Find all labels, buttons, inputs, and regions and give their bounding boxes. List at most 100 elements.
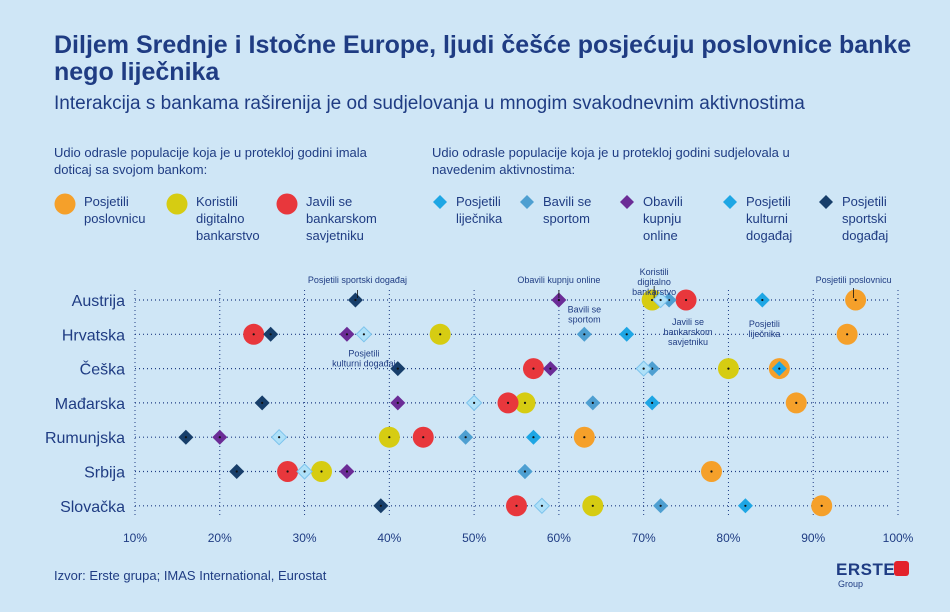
legend-label: Posjetili kulturni događaj xyxy=(746,194,793,243)
point-center-digital xyxy=(591,504,594,507)
point-center-branch xyxy=(820,504,823,507)
x-tick-label: 10% xyxy=(123,531,147,545)
legend-marker-shopping xyxy=(620,195,634,209)
point-center-advisor xyxy=(252,333,255,336)
legend-marker-doctor xyxy=(433,195,447,209)
point-center-sport xyxy=(583,333,586,336)
point-center-sportevent xyxy=(235,470,238,473)
point-center-branch xyxy=(854,298,857,302)
point-center-shopping xyxy=(345,470,349,473)
point-center-sport xyxy=(659,504,662,507)
point-center-advisor xyxy=(506,401,510,404)
country-label: Rumunjska xyxy=(45,430,125,447)
point-center-sportevent xyxy=(261,401,264,404)
point-center-doctor xyxy=(651,401,654,404)
point-center-culture xyxy=(362,333,365,336)
activity-legend-heading: Udio odrasle populacije koja je u protek… xyxy=(432,145,790,177)
annotation-culture: Posjetili kulturni događaj xyxy=(332,348,396,368)
point-center-culture xyxy=(473,401,476,404)
legend-item-sportevent: Posjetili sportski događaj xyxy=(818,193,904,244)
legend-marker-branch xyxy=(54,193,76,215)
x-tick-label: 70% xyxy=(632,531,656,545)
point-center-shopping xyxy=(396,401,399,404)
point-center-digital xyxy=(439,333,442,336)
legend-item-advisor: Javili se bankarskom savjetniku xyxy=(276,193,386,244)
point-center-digital xyxy=(523,401,527,404)
legend-item-digital: Koristili digitalno bankarstvo xyxy=(166,193,276,244)
point-center-sportevent xyxy=(379,504,382,507)
point-center-culture xyxy=(540,504,544,507)
point-center-doctor xyxy=(744,504,747,507)
legend-item-shopping: Obavili kupnju online xyxy=(619,193,703,244)
country-label: Hrvatska xyxy=(62,327,125,344)
legend-label: Koristili digitalno bankarstvo xyxy=(196,194,260,243)
point-center-shopping xyxy=(218,436,221,439)
annotation-digital: Koristili digitalno bankarstvo xyxy=(632,267,676,297)
country-label: Mađarska xyxy=(55,396,125,413)
x-tick-label: 60% xyxy=(547,531,571,545)
legend-marker-culture xyxy=(723,195,737,209)
point-center-doctor xyxy=(778,367,781,370)
point-center-advisor xyxy=(532,367,535,370)
country-label: Slovačka xyxy=(60,499,125,516)
point-center-sportevent xyxy=(396,367,399,370)
legend-item-branch: Posjetili poslovnicu xyxy=(54,193,164,227)
legend-item-culture: Posjetili kulturni događaj xyxy=(722,193,808,244)
erste-logo: ERSTE Group xyxy=(836,560,916,594)
point-center-shopping xyxy=(345,333,349,336)
annotation-sportevent: Posjetili sportski događaj xyxy=(308,275,407,285)
bank-legend-heading: Udio odrasle populacije koja je u protek… xyxy=(54,145,367,177)
legend-item-sport: Bavili se sportom xyxy=(519,193,605,227)
point-center-doctor xyxy=(761,298,764,302)
point-center-sportevent xyxy=(184,436,187,439)
point-center-branch xyxy=(710,470,713,473)
point-center-culture xyxy=(659,298,662,302)
country-label: Češka xyxy=(80,360,125,379)
point-center-sport xyxy=(464,436,467,439)
logo-mark-icon xyxy=(894,561,909,576)
legend-label: Bavili se sportom xyxy=(543,194,592,226)
chart-subtitle: Interakcija s bankama raširenija je od s… xyxy=(54,93,805,114)
legend-marker-sportevent xyxy=(819,195,833,209)
point-center-sportevent xyxy=(354,298,357,302)
x-tick-label: 90% xyxy=(801,531,825,545)
point-center-digital xyxy=(651,298,654,302)
point-center-doctor xyxy=(625,333,628,336)
point-center-culture xyxy=(642,367,645,370)
point-center-sport xyxy=(668,298,671,302)
point-center-digital xyxy=(320,470,323,473)
point-center-advisor xyxy=(684,298,688,302)
logo-word: ERSTE xyxy=(836,560,896,579)
point-center-culture xyxy=(303,470,306,473)
x-tick-label: 80% xyxy=(716,531,740,545)
point-center-branch xyxy=(846,333,849,336)
point-center-branch xyxy=(795,401,798,404)
point-center-sport xyxy=(523,470,527,473)
country-label: Srbija xyxy=(84,465,125,482)
point-center-sport xyxy=(591,401,594,404)
legend-label: Javili se bankarskom savjetniku xyxy=(306,194,377,243)
legend-marker-digital xyxy=(166,193,188,215)
annotation-sport: Bavili se sportom xyxy=(568,304,602,324)
x-tick-label: 20% xyxy=(208,531,232,545)
legend-label: Posjetili sportski događaj xyxy=(842,194,889,243)
annotation-advisor: Javili se bankarskom savjetniku xyxy=(664,317,713,347)
logo-sub: Group xyxy=(838,579,864,589)
legend-marker-advisor xyxy=(276,193,298,215)
point-center-digital xyxy=(727,367,730,370)
point-center-shopping xyxy=(557,298,560,302)
point-center-sportevent xyxy=(269,333,272,336)
annotation-branch: Posjetili poslovnicu xyxy=(816,275,892,285)
x-tick-label: 40% xyxy=(377,531,401,545)
point-center-advisor xyxy=(286,470,289,473)
annotation-shopping: Obavili kupnju online xyxy=(517,275,600,285)
point-center-doctor xyxy=(532,436,535,439)
country-label: Austrija xyxy=(72,293,125,310)
point-center-digital xyxy=(388,436,391,439)
point-center-culture xyxy=(278,436,281,439)
point-center-branch xyxy=(583,436,586,439)
chart-title: Diljem Srednje i Istočne Europe, ljudi č… xyxy=(54,31,912,86)
point-center-shopping xyxy=(549,367,552,370)
legend-marker-sport xyxy=(520,195,534,209)
